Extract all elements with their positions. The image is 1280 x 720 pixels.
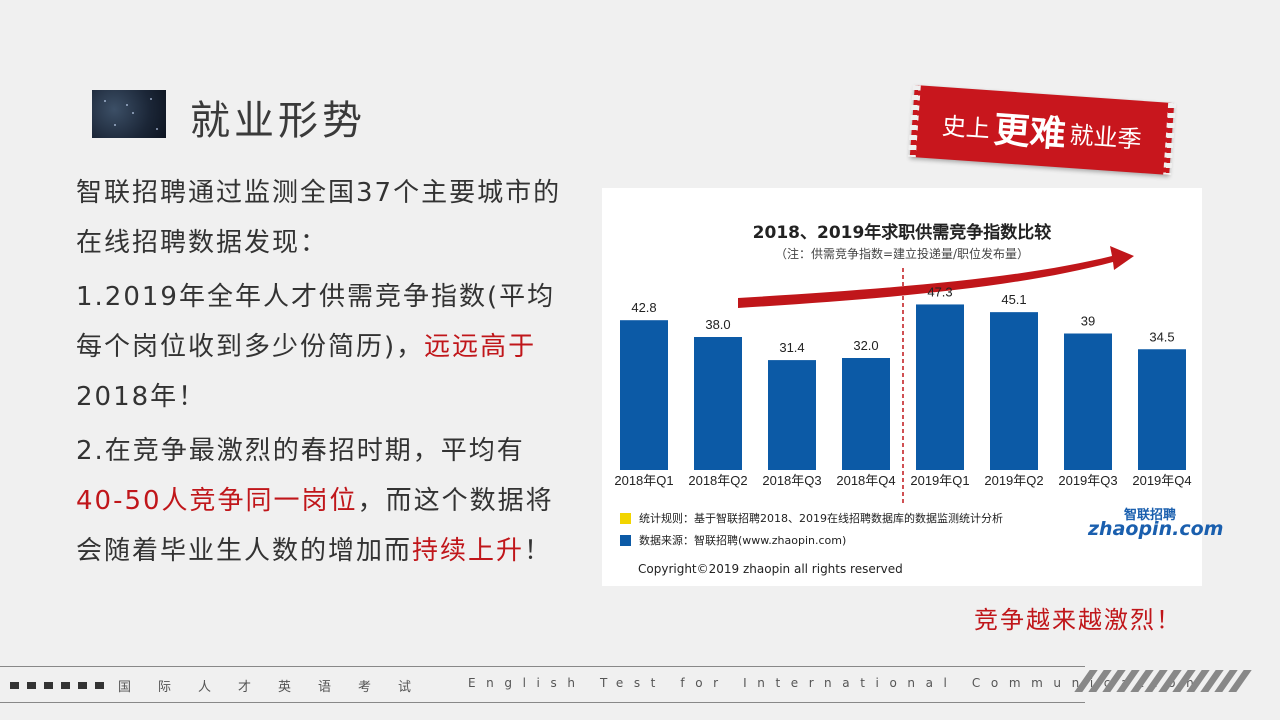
bar-value-label: 42.8 [631, 300, 656, 315]
category-label: 2018年Q3 [762, 473, 821, 488]
bar-2019年Q4 [1138, 349, 1186, 470]
bar-2019年Q1 [916, 304, 964, 470]
legend-rule-label: 统计规则：基于智联招聘2018、2019在线招聘数据库的数据监测统计分析 [639, 512, 1003, 525]
highlight-text: 40-50人竞争同一岗位 [76, 486, 358, 516]
chart-title: 2018、2019年求职供需竞争指数比较 [752, 223, 1052, 243]
body-text-segment: 1.2019年全年人才供需竞争指数(平均每个岗位收到多少份简历)， [76, 282, 556, 362]
paragraph-1: 智联招聘通过监测全国37个主要城市的在线招聘数据发现： [76, 168, 566, 268]
highlight-text: 远远高于 [424, 332, 537, 362]
footer-stripes [1074, 670, 1252, 692]
logo-en: zhaopin.com [1088, 518, 1224, 540]
footer-cn-label: 国际人才英语考试 [118, 680, 439, 695]
paragraph-3: 2.在竞争最激烈的春招时期，平均有 40-50人竞争同一岗位，而这个数据将会随着毕… [76, 426, 566, 576]
bar-value-label: 39 [1081, 314, 1095, 329]
stamp-text-3: 就业季 [1068, 120, 1143, 154]
legend-rule: 统计规则：基于智联招聘2018、2019在线招聘数据库的数据监测统计分析 [620, 510, 1003, 526]
stamp-banner: 史上 更难 就业季 [909, 85, 1175, 175]
bar-2018年Q2 [694, 337, 742, 470]
body-text-segment: 2.在竞争最激烈的春招时期，平均有 [76, 436, 525, 466]
bar-2019年Q3 [1064, 333, 1112, 470]
category-label: 2019年Q3 [1058, 473, 1117, 488]
page-title: 就业形势 [190, 98, 366, 144]
footer-bottom-line [0, 702, 1085, 703]
category-label: 2019年Q1 [910, 473, 969, 488]
bar-value-label: 34.5 [1149, 329, 1174, 344]
chart-subtitle: （注：供需竞争指数=建立投递量/职位发布量） [774, 247, 1030, 261]
body-text-segment: ，而这个数据将会随着毕业生人数的增加而 [76, 486, 554, 566]
bar-value-label: 45.1 [1001, 292, 1026, 307]
bar-2019年Q2 [990, 312, 1038, 470]
trend-arrow [738, 246, 1134, 308]
legend-source: 数据来源：智联招聘(www.zhaopin.com) [620, 532, 846, 548]
chart-copyright: Copyright©2019 zhaopin all rights reserv… [638, 562, 903, 576]
category-label: 2018年Q1 [614, 473, 673, 488]
stamp-text-2: 更难 [992, 109, 1068, 156]
body-text: 智联招聘通过监测全国37个主要城市的在线招聘数据发现： 1.2019年全年人才供需… [76, 168, 566, 580]
footer-dots [10, 682, 104, 689]
category-label: 2019年Q4 [1132, 473, 1191, 488]
chart-panel: 2018、2019年求职供需竞争指数比较 （注：供需竞争指数=建立投递量/职位发… [602, 188, 1223, 586]
body-text-segment: 智联招聘通过监测全国37个主要城市的在线招聘数据发现： [76, 178, 562, 258]
category-label: 2018年Q2 [688, 473, 747, 488]
bottom-note: 竞争越来越激烈！ [974, 606, 1182, 634]
footer-en-label: English Test for International Communica… [468, 676, 1205, 690]
logo-cn: 智联招聘 [1124, 508, 1177, 523]
body-text-segment: ！ [524, 536, 553, 566]
body-text-segment: 2018年！ [76, 382, 207, 412]
legend-rule-swatch [620, 512, 631, 524]
paragraph-2: 1.2019年全年人才供需竞争指数(平均每个岗位收到多少份简历)，远远高于 201… [76, 272, 566, 422]
category-label: 2018年Q4 [836, 473, 895, 488]
legend-source-label: 数据来源：智联招聘(www.zhaopin.com) [639, 534, 847, 547]
bar-value-label: 32.0 [853, 338, 878, 353]
category-label: 2019年Q2 [984, 473, 1043, 488]
highlight-text: 持续上升 [412, 536, 525, 566]
bar-value-label: 47.3 [927, 284, 952, 299]
footer-top-line [0, 666, 1085, 667]
bar-value-label: 38.0 [705, 317, 730, 332]
legend-source-swatch [620, 534, 631, 546]
bar-chart: 42.8 2018年Q1 38.0 2018年Q2 31.4 2018年Q3 32.0 201… [614, 246, 1192, 506]
title-decoration-image [92, 90, 166, 138]
bar-2018年Q3 [768, 360, 816, 470]
bar-2018年Q4 [842, 358, 890, 470]
stamp-text-1: 史上 [941, 111, 991, 143]
bar-2018年Q1 [620, 320, 668, 470]
bar-value-label: 31.4 [779, 340, 804, 355]
footer: 国际人才英语考试 English Test for International … [0, 666, 1280, 706]
